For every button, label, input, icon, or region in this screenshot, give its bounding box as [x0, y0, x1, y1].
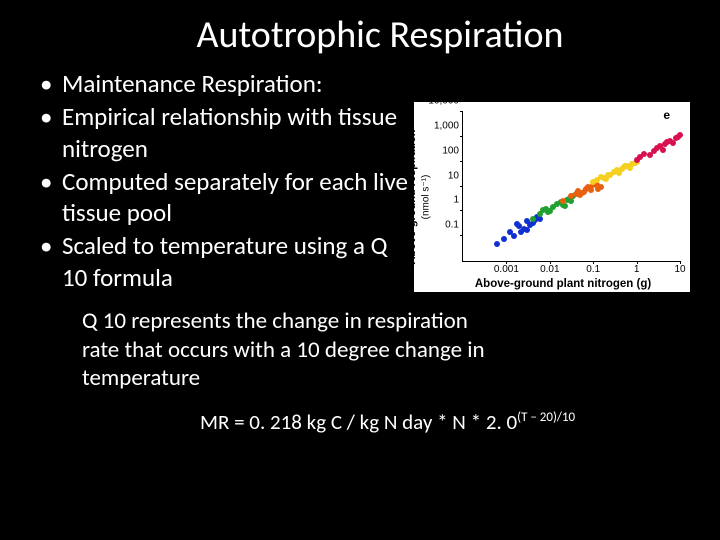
bullet-item: Scaled to temperature using a Q 10 formu… — [36, 230, 410, 293]
chart-point — [540, 207, 546, 213]
chart-point — [605, 172, 611, 178]
chart-point — [662, 141, 668, 147]
chart-point — [494, 241, 500, 247]
chart-point — [550, 204, 556, 210]
chart-xtick-label: 1 — [634, 264, 640, 275]
chart-ytick-label: 0.1 — [423, 220, 459, 231]
chart-point — [651, 148, 657, 154]
chart-xtick-label: 0.1 — [586, 264, 600, 275]
bullet-item: Maintenance Respiration: — [36, 68, 410, 99]
chart-point — [514, 221, 520, 227]
chart-ytick-label: 1 — [423, 195, 459, 206]
chart-point — [579, 190, 585, 196]
chart-ytick-label: 1,000 — [423, 120, 459, 131]
chart-ytick-label: 10 — [423, 170, 459, 181]
chart-point — [501, 236, 507, 242]
chart-x-axis-label: Above-ground plant nitrogen (g) — [475, 278, 651, 290]
chart-point — [677, 132, 683, 138]
chart-point — [527, 222, 533, 228]
chart-point — [594, 177, 600, 183]
scatter-chart: Above-ground respiration (nmol s⁻¹) Abov… — [414, 102, 690, 292]
chart-ytick-label: 100 — [423, 145, 459, 156]
formula-text: MR = 0. 218 kg C / kg N day * N * 2. 0(T… — [200, 409, 690, 435]
chart-point — [637, 154, 643, 160]
bullet-item: Empirical relationship with tissue nitro… — [36, 101, 410, 164]
chart-xtick-label: 0.01 — [540, 264, 559, 275]
bullet-item: Computed separately for each live tissue… — [36, 166, 410, 229]
chart-point — [560, 198, 566, 204]
chart-xtick-label: 10 — [674, 264, 685, 275]
q10-description: Q 10 represents the change in respiratio… — [82, 307, 502, 393]
chart-y-axis-label: Above-ground respiration — [406, 129, 418, 264]
chart-point — [511, 233, 517, 239]
bullet-list: Maintenance Respiration: Empirical relat… — [30, 68, 410, 295]
chart-ytick-label: 10,000 — [423, 96, 459, 107]
chart-point — [530, 216, 536, 222]
chart-point — [518, 229, 524, 235]
chart-point — [622, 163, 628, 169]
chart-point — [595, 186, 601, 192]
formula-exponent: (T – 20)/10 — [517, 410, 575, 425]
chart-point — [585, 184, 591, 190]
formula-prefix: MR = 0. 218 kg C / kg N day * N * 2. 0 — [200, 409, 517, 435]
chart-plot-area: 0.11101001,00010,0000.0010.010.1110 — [462, 112, 680, 262]
slide-title: Autotrophic Respiration — [70, 12, 690, 58]
chart-xtick-label: 0.001 — [494, 264, 519, 275]
